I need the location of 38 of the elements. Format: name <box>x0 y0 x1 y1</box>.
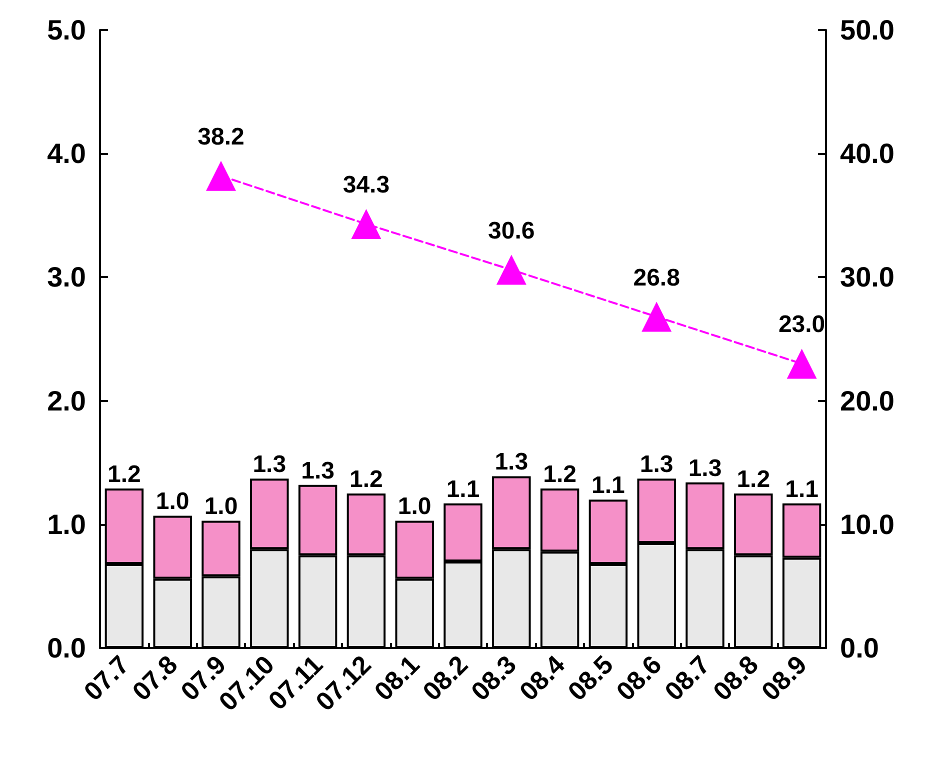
x-tick-label: 07.8 <box>126 649 184 706</box>
y2-tick-label: 40.0 <box>840 138 894 170</box>
total-label: 1.1 <box>785 476 818 503</box>
y2-tick-label: 0.0 <box>840 632 879 664</box>
point <box>642 302 672 332</box>
y2-tick-label: 10.0 <box>840 508 894 540</box>
y-tick-label: 1.0 <box>47 508 86 540</box>
total-label: 1.2 <box>736 466 770 493</box>
y-tick-label: 5.0 <box>47 14 86 46</box>
total-label: 1.0 <box>204 493 238 520</box>
total-label: 1.0 <box>156 488 190 516</box>
data-label: 34.3 <box>342 172 390 199</box>
total-label: 1.2 <box>543 461 576 488</box>
total-label: 1.3 <box>301 457 334 484</box>
y-tick-label: 0.0 <box>47 632 86 664</box>
y-tick-label: 2.0 <box>47 385 86 416</box>
data-label: 38.2 <box>198 123 244 150</box>
point <box>206 160 236 191</box>
y-tick-label: 3.0 <box>47 262 86 293</box>
data-label: 23.0 <box>778 311 826 338</box>
point <box>351 209 382 240</box>
total-label: 1.0 <box>398 493 432 520</box>
y-tick-label: 4.0 <box>47 138 86 170</box>
total-label: 1.3 <box>252 451 286 478</box>
total-label: 1.2 <box>350 466 383 493</box>
total-label: 1.3 <box>640 451 674 478</box>
y2-tick-label: 20.0 <box>840 385 894 416</box>
data-label: 30.6 <box>488 217 535 244</box>
point <box>786 348 817 379</box>
total-label: 1.3 <box>688 454 722 482</box>
y2-tick-label: 30.0 <box>840 262 894 293</box>
point <box>496 254 526 285</box>
total-label: 1.2 <box>108 461 141 488</box>
total-label: 1.3 <box>494 448 528 476</box>
total-label: 1.1 <box>592 472 625 500</box>
total-label: 1.1 <box>446 476 480 503</box>
y2-tick-label: 50.0 <box>840 14 894 46</box>
data-label: 26.8 <box>633 264 680 292</box>
